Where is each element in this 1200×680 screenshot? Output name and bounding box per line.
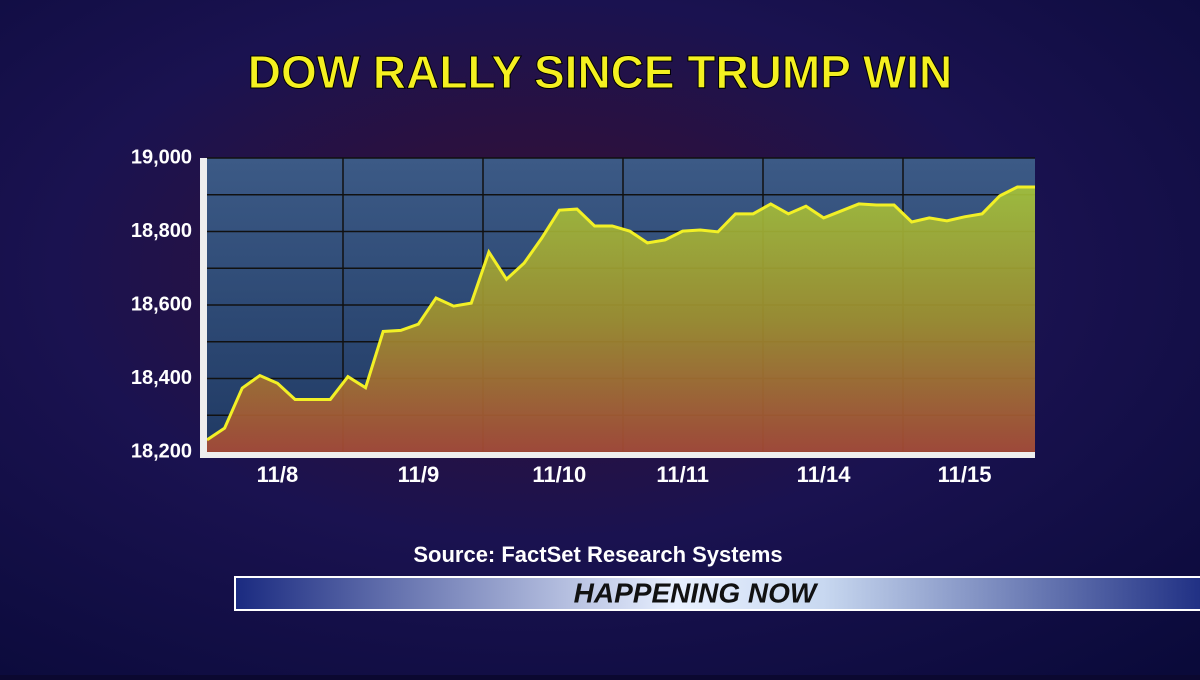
x-tick-label: 11/15 — [938, 462, 992, 487]
area — [207, 187, 1035, 452]
chart-title: DOW RALLY SINCE TRUMP WIN — [248, 46, 953, 98]
x-tick-label: 11/9 — [398, 462, 440, 487]
y-tick-label: 18,400 — [131, 367, 192, 389]
x-axis — [200, 452, 1035, 458]
source: Source: FactSet Research Systems — [413, 542, 782, 567]
banner-text: HAPPENING NOW — [574, 577, 819, 608]
x-tick-label: 11/10 — [532, 462, 586, 487]
y-axis — [200, 158, 207, 458]
y-tick-label: 18,600 — [131, 293, 192, 315]
x-tick-label: 11/14 — [797, 462, 852, 487]
y-tick-label: 18,800 — [131, 220, 192, 242]
banner-bar — [234, 576, 1200, 611]
y-tick-label: 18,200 — [131, 440, 192, 462]
x-tick-label: 11/11 — [656, 462, 709, 487]
y-tick-label: 19,000 — [131, 146, 192, 168]
x-tick-label: 11/8 — [257, 462, 299, 487]
line — [206, 185, 1035, 442]
